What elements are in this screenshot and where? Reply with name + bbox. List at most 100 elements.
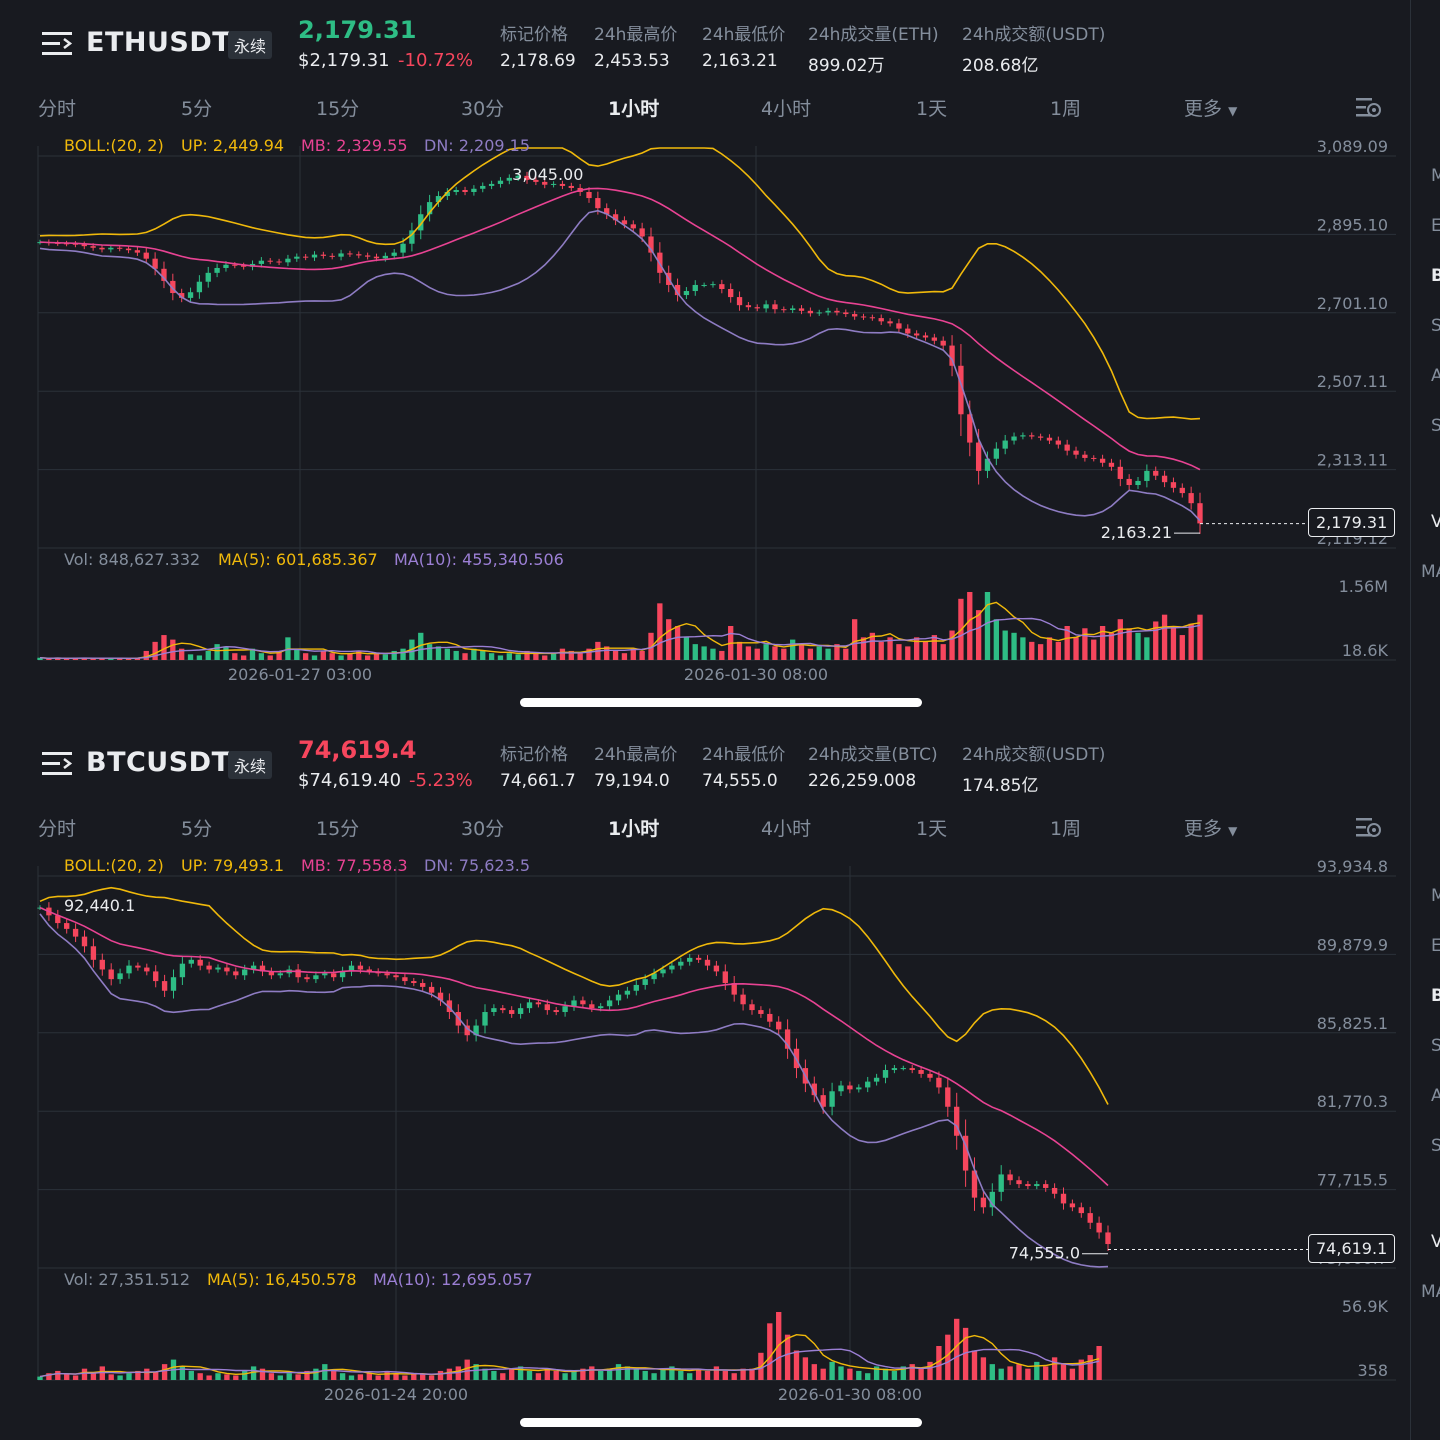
eth-kline-chart[interactable]: 3,089.09 2,895.10 2,701.10 2,507.11 2,313.11… bbox=[0, 126, 1410, 696]
candle-body bbox=[197, 959, 203, 966]
candle-body bbox=[975, 442, 982, 471]
candle-body bbox=[1055, 440, 1061, 445]
menu-icon[interactable] bbox=[42, 750, 74, 778]
candle-body bbox=[598, 1006, 604, 1009]
candle-body bbox=[865, 1081, 871, 1088]
last-price: 74,619.4 bbox=[298, 736, 417, 764]
volume-bar bbox=[1117, 619, 1123, 660]
candle-body bbox=[993, 448, 999, 459]
x-tick-label: 2026-01-30 08:00 bbox=[778, 1385, 922, 1404]
vol-ma10: MA(10): 12,695.057 bbox=[373, 1270, 533, 1289]
btc-kline-chart[interactable]: 93,934.8 89,879.9 85,825.1 81,770.3 77,715.5… bbox=[0, 846, 1410, 1416]
tab-time-share[interactable]: 分时 bbox=[38, 98, 77, 120]
volume-bar bbox=[896, 644, 902, 660]
candle-body bbox=[669, 965, 675, 970]
tab-5m[interactable]: 5分 bbox=[181, 818, 213, 840]
tab-4h[interactable]: 4小时 bbox=[761, 98, 812, 120]
vol-ma5: MA(5): 601,685.367 bbox=[218, 550, 378, 569]
tab-15m[interactable]: 15分 bbox=[316, 818, 360, 840]
candle-body bbox=[170, 280, 176, 294]
volume-ma5-line bbox=[39, 601, 1201, 660]
candle-body bbox=[233, 971, 239, 976]
tab-1d[interactable]: 1天 bbox=[916, 818, 948, 840]
volume-bar bbox=[1082, 628, 1088, 660]
symbol-name[interactable]: BTCUSDT bbox=[86, 747, 231, 778]
volume-bar bbox=[589, 1366, 595, 1380]
candle-body bbox=[701, 284, 707, 286]
volume-bar bbox=[46, 658, 52, 660]
tab-more[interactable]: 更多 ▼ bbox=[1184, 814, 1237, 841]
candle-body bbox=[134, 250, 141, 253]
volume-bar bbox=[1091, 639, 1097, 660]
candle-body bbox=[1126, 478, 1132, 486]
volume-bar bbox=[615, 1364, 622, 1380]
clipped-label: Bo bbox=[1431, 266, 1440, 286]
tab-5m[interactable]: 5分 bbox=[181, 98, 213, 120]
chart-settings-icon[interactable] bbox=[1356, 816, 1382, 840]
volume-bar bbox=[90, 658, 96, 660]
volume-bar bbox=[187, 654, 194, 660]
candle-body bbox=[580, 1000, 586, 1005]
tab-1h[interactable]: 1小时 bbox=[608, 98, 660, 120]
volume-bar bbox=[900, 1366, 906, 1380]
eth-chart-svg[interactable]: 3,089.09 2,895.10 2,701.10 2,507.11 2,313.11… bbox=[0, 126, 1410, 696]
stat-value: 2,178.69 bbox=[500, 51, 576, 71]
volume-bar bbox=[215, 1373, 221, 1380]
x-tick-label: 2026-01-30 08:00 bbox=[684, 665, 828, 684]
menu-icon[interactable] bbox=[42, 30, 74, 58]
tab-1w[interactable]: 1周 bbox=[1050, 98, 1082, 120]
candle-body bbox=[196, 281, 203, 293]
volume-bar bbox=[72, 1375, 79, 1380]
volume-bar bbox=[1064, 626, 1070, 660]
tab-15m[interactable]: 15分 bbox=[316, 98, 360, 120]
interval-tabs: 分时 5分 15分 30分 1小时 4小时 1天 1周 更多 ▼ bbox=[0, 810, 1410, 846]
candle-body bbox=[250, 965, 257, 970]
volume-bar bbox=[571, 1370, 577, 1380]
volume-bar bbox=[580, 1368, 586, 1380]
candle-body bbox=[713, 965, 720, 972]
volume-bar bbox=[250, 1366, 257, 1380]
boll-dn: DN: 75,623.5 bbox=[424, 856, 531, 875]
candle-body bbox=[949, 345, 955, 366]
candle-body bbox=[1153, 470, 1159, 476]
scroll-indicator[interactable] bbox=[520, 1418, 922, 1427]
btc-chart-svg[interactable]: 93,934.8 89,879.9 85,825.1 81,770.3 77,715.5… bbox=[0, 846, 1410, 1416]
tab-30m[interactable]: 30分 bbox=[461, 818, 505, 840]
volume-bar bbox=[161, 1364, 168, 1380]
candle-body bbox=[807, 310, 814, 314]
tab-1h[interactable]: 1小时 bbox=[608, 818, 660, 840]
clipped-label: E bbox=[1431, 216, 1440, 236]
chart-settings-icon[interactable] bbox=[1356, 96, 1382, 120]
vol-value: Vol: 27,351.512 bbox=[64, 1270, 191, 1289]
volume-bar bbox=[1099, 626, 1106, 660]
symbol-name[interactable]: ETHUSDT bbox=[86, 27, 232, 58]
volume-bar bbox=[922, 641, 929, 660]
vol-tick-label: 56.9K bbox=[1342, 1297, 1389, 1316]
candle-body bbox=[615, 994, 622, 1001]
volume-bar bbox=[517, 1366, 524, 1380]
tab-30m[interactable]: 30分 bbox=[461, 98, 505, 120]
tab-1d[interactable]: 1天 bbox=[916, 98, 948, 120]
candle-body bbox=[754, 307, 760, 309]
volume-bar bbox=[117, 1375, 123, 1380]
tab-1w[interactable]: 1周 bbox=[1050, 818, 1082, 840]
clipped-label: V bbox=[1431, 512, 1440, 532]
candle-body bbox=[304, 977, 310, 980]
candle-body bbox=[187, 292, 194, 298]
volume-bar bbox=[294, 648, 300, 660]
volume-bar bbox=[971, 1350, 978, 1380]
candle-body bbox=[411, 981, 417, 984]
volume-bar bbox=[224, 1374, 230, 1380]
tab-more[interactable]: 更多 ▼ bbox=[1184, 94, 1237, 121]
volume-bar bbox=[267, 655, 273, 660]
volume-bar bbox=[435, 646, 442, 660]
volume-bar bbox=[444, 648, 450, 660]
candle-body bbox=[428, 986, 435, 993]
candle-body bbox=[99, 247, 105, 250]
candle-body bbox=[931, 337, 938, 341]
stat-label: 24h最高价 bbox=[594, 25, 678, 45]
scroll-indicator[interactable] bbox=[520, 698, 922, 707]
candle-body bbox=[954, 1106, 960, 1136]
tab-4h[interactable]: 4小时 bbox=[761, 818, 812, 840]
tab-time-share[interactable]: 分时 bbox=[38, 818, 77, 840]
